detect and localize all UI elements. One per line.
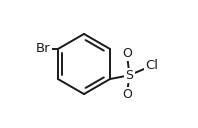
Text: O: O — [122, 88, 132, 101]
Text: O: O — [122, 47, 132, 60]
Text: Br: Br — [36, 42, 51, 55]
Text: Cl: Cl — [145, 59, 158, 72]
Text: S: S — [125, 69, 133, 82]
